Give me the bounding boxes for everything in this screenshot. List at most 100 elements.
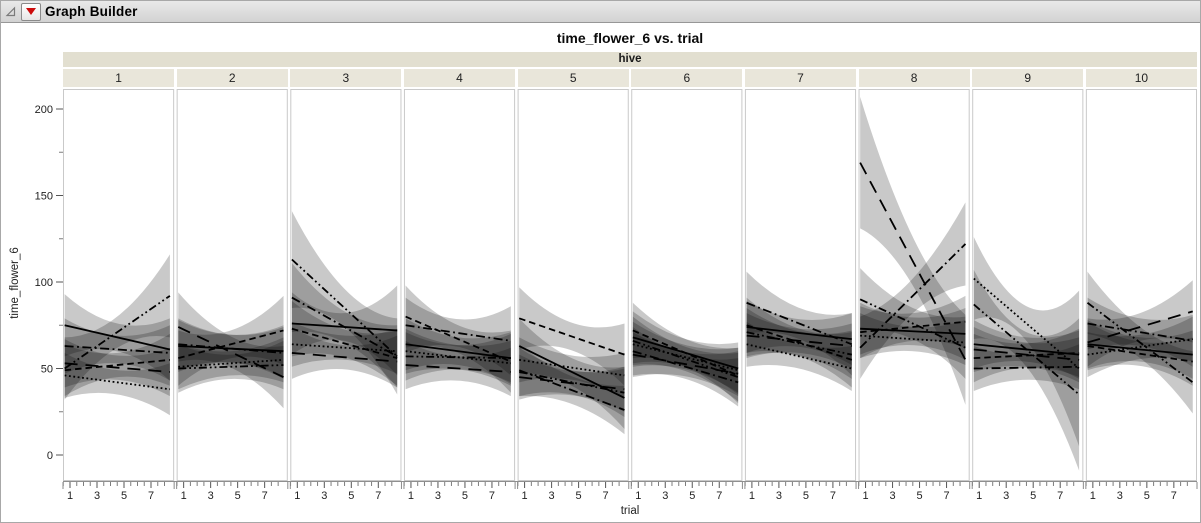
facet-cell-10[interactable]: 10 xyxy=(1085,68,1197,87)
x-tick-label: 1 xyxy=(408,490,414,502)
fit-line-solid[interactable] xyxy=(1087,343,1193,356)
panel-7[interactable] xyxy=(746,271,853,391)
y-tick-label: 200 xyxy=(35,104,53,116)
fit-line-long-dash[interactable] xyxy=(859,162,967,361)
fit-line-solid[interactable] xyxy=(178,345,284,353)
x-tick-label: 1 xyxy=(1090,490,1096,502)
fit-line-dash-dot[interactable] xyxy=(746,301,853,346)
x-tick-label: 5 xyxy=(462,490,468,502)
fit-line-dash[interactable] xyxy=(64,358,170,372)
fit-line-dot[interactable] xyxy=(746,343,853,370)
fit-line-long-dash[interactable] xyxy=(405,364,511,373)
confidence-band-dash-dot xyxy=(860,202,966,379)
facet-panel-labels: 1 2 3 4 5 6 7 8 9 10 xyxy=(1,68,1200,87)
x-tick-label: 5 xyxy=(121,490,127,502)
x-tick-label: 7 xyxy=(1171,490,1177,502)
confidence-band-dash-dot xyxy=(405,297,511,376)
fit-line-dash-dot[interactable] xyxy=(291,296,398,358)
x-tick-label: 3 xyxy=(662,490,668,502)
panel-frame xyxy=(63,89,175,481)
facet-variable-header[interactable]: hive xyxy=(63,52,1197,67)
fit-line-dash[interactable] xyxy=(632,329,739,377)
panel-frame xyxy=(972,89,1084,481)
fit-line-dash[interactable] xyxy=(178,329,284,359)
fit-line-dash-dot[interactable] xyxy=(518,369,625,411)
x-tick-label: 5 xyxy=(1030,490,1036,502)
fit-line-dash-dot-dot[interactable] xyxy=(973,303,1080,396)
x-axis-title[interactable]: trial xyxy=(620,505,640,517)
x-tick-label: 3 xyxy=(889,490,895,502)
panel-3[interactable] xyxy=(291,211,398,395)
fit-line-dash[interactable] xyxy=(291,327,398,359)
panel-frame xyxy=(858,89,970,481)
panel-frame xyxy=(403,89,516,481)
fit-line-long-dash[interactable] xyxy=(1087,310,1194,344)
fit-line-dash-dot[interactable] xyxy=(632,350,739,384)
fit-line-dot[interactable] xyxy=(973,277,1080,370)
chart-title[interactable]: time_flower_6 vs. trial xyxy=(556,30,704,46)
x-tick-label: 3 xyxy=(94,490,100,502)
x-tick-label: 7 xyxy=(716,490,722,502)
x-tick-label: 1 xyxy=(749,490,755,502)
fit-line-long-dash[interactable] xyxy=(746,334,852,347)
fit-line-dash[interactable] xyxy=(860,320,966,334)
x-tick-label: 7 xyxy=(830,490,836,502)
fit-line-dot[interactable] xyxy=(64,374,171,391)
confidence-band-dot xyxy=(860,313,966,366)
fit-line-long-dash[interactable] xyxy=(632,353,739,375)
confidence-band-dot xyxy=(973,237,1080,447)
x-tick-label: 7 xyxy=(1057,490,1063,502)
panel-8[interactable] xyxy=(859,96,967,405)
fit-line-dash-dot-dot[interactable] xyxy=(291,258,398,358)
panel-4[interactable] xyxy=(405,285,512,397)
fit-line-solid[interactable] xyxy=(64,324,171,351)
confidence-band-dot xyxy=(291,321,398,374)
fit-line-dash-dot-dot[interactable] xyxy=(178,364,284,370)
fit-line-long-dash[interactable] xyxy=(519,376,625,391)
fit-line-long-dash[interactable] xyxy=(64,362,170,373)
facet-cell-8[interactable]: 8 xyxy=(858,68,970,87)
fit-line-solid[interactable] xyxy=(405,343,511,360)
red-triangle-menu-button[interactable] xyxy=(21,2,41,21)
facet-cell-7[interactable]: 7 xyxy=(744,68,857,87)
y-axis-title[interactable]: time_flower_6 xyxy=(9,247,21,319)
fit-line-dash-dot-dot[interactable] xyxy=(1086,302,1194,384)
x-tick-label: 5 xyxy=(348,490,354,502)
fit-line-dash-dot-dot[interactable] xyxy=(746,331,852,356)
panel-frame xyxy=(631,89,743,481)
fit-line-dash[interactable] xyxy=(1087,345,1193,363)
fit-line-dash[interactable] xyxy=(405,315,512,363)
panel-1[interactable] xyxy=(64,254,171,416)
fit-line-long-dash[interactable] xyxy=(291,352,398,363)
fit-line-dash-dot-dot[interactable] xyxy=(405,355,511,360)
panel-2[interactable] xyxy=(177,292,284,409)
fit-line-dash-dot[interactable] xyxy=(859,243,967,349)
panel-9[interactable] xyxy=(973,237,1080,471)
x-tick-label: 1 xyxy=(635,490,641,502)
panel-10[interactable] xyxy=(1086,271,1194,414)
disclosure-triangle-icon[interactable] xyxy=(4,5,17,18)
fit-line-long-dash[interactable] xyxy=(973,348,1080,361)
facet-cell-1[interactable]: 1 xyxy=(63,68,175,87)
fit-line-dot[interactable] xyxy=(1087,338,1193,356)
fit-line-dot[interactable] xyxy=(632,343,739,372)
facet-cell-9[interactable]: 9 xyxy=(972,68,1084,87)
facet-cell-4[interactable]: 4 xyxy=(403,68,516,87)
confidence-band-solid xyxy=(291,285,398,376)
x-tick-label: 5 xyxy=(689,490,695,502)
panel-6[interactable] xyxy=(632,302,739,407)
fit-line-dash-dot-dot[interactable] xyxy=(859,298,966,349)
facet-cell-2[interactable]: 2 xyxy=(176,68,288,87)
confidence-band-dash-dot-dot xyxy=(973,269,1080,471)
facet-cell-5[interactable]: 5 xyxy=(517,68,629,87)
facet-cell-3[interactable]: 3 xyxy=(290,68,402,87)
confidence-band-dash-dot-dot xyxy=(64,254,170,400)
fit-line-dash[interactable] xyxy=(518,317,625,356)
fit-line-dot[interactable] xyxy=(519,358,625,377)
facet-cell-6[interactable]: 6 xyxy=(631,68,743,87)
panel-frame xyxy=(517,89,629,481)
panel-5[interactable] xyxy=(518,287,625,435)
fit-line-dash-dot-dot[interactable] xyxy=(64,295,171,370)
x-tick-label: 7 xyxy=(943,490,949,502)
